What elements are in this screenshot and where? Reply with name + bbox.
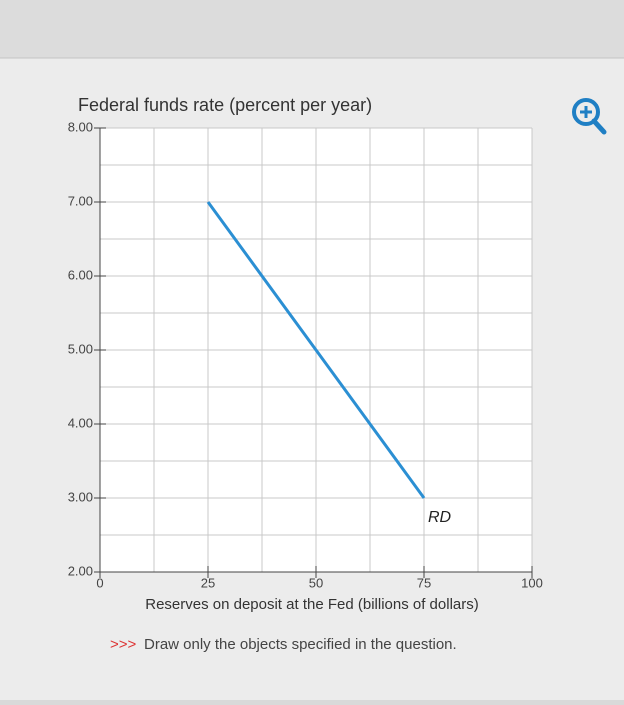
y-tick-label: 4.00	[68, 415, 93, 430]
note: Draw only the objects specified in the q…	[144, 636, 457, 653]
x-tick-label: 25	[201, 575, 215, 590]
x-axis-label: Reserves on deposit at the Fed (billions…	[145, 596, 479, 613]
series-label: RD	[428, 509, 452, 526]
y-tick-label: 6.00	[68, 267, 93, 282]
y-tick-label: 7.00	[68, 193, 93, 208]
y-tick-label: 2.00	[68, 563, 93, 578]
chart-title: Federal funds rate (percent per year)	[78, 95, 372, 115]
demand-line	[206, 201, 426, 499]
note-prefix: >>>	[110, 636, 137, 653]
x-tick-label: 50	[309, 575, 323, 590]
x-tick-label: 75	[417, 575, 431, 590]
x-tick-label: 0	[96, 575, 103, 590]
y-tick-label: 5.00	[68, 341, 93, 356]
zoom-button[interactable]	[572, 98, 607, 135]
x-tick-label: 100	[521, 575, 543, 590]
y-tick-label: 3.00	[68, 489, 93, 504]
y-tick-label: 8.00	[68, 119, 93, 134]
